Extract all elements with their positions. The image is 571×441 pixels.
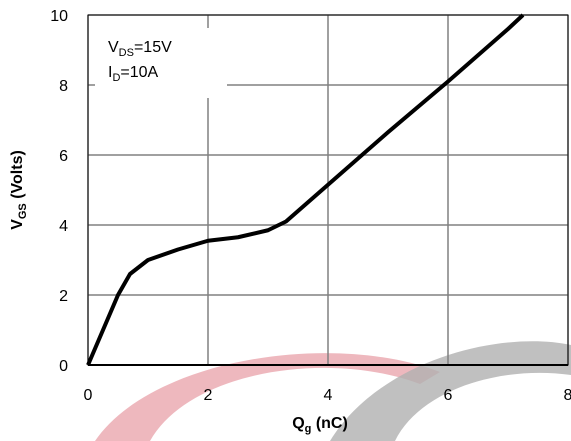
annotation-sub: D [112,72,120,84]
x-tick-label: 4 [324,387,333,404]
grid [87,14,569,366]
annotation: VDS=15V ID=10A [108,39,172,84]
y-tick-label: 6 [59,148,68,165]
annotation-box [95,28,227,98]
y-axis-label: VGS (Volts) [9,150,29,230]
annotation-text: ID=10A [108,64,159,84]
annotation-text: VDS=15V [108,39,172,59]
data-line [86,13,525,366]
label-part: V [9,219,26,230]
x-axis-label: Qg (nC) [292,415,348,435]
watermark [330,341,571,441]
y-tick-label: 2 [59,288,68,305]
annotation-part: I [108,64,112,81]
y-tick-label: 4 [59,218,68,235]
label-sub: g [305,423,312,435]
label-part: Q [292,415,304,432]
y-tick-label: 0 [59,358,68,375]
annotation-part: =15V [134,39,172,56]
plot [86,13,525,366]
annotation-part: V [108,39,119,56]
label-sub: GS [17,203,29,219]
x-tick-label: 6 [444,387,453,404]
annotation-part: =10A [120,64,158,81]
annotation-sub: DS [119,47,134,59]
x-tick-label: 0 [84,387,93,404]
label-part: (Volts) [9,150,26,203]
y-tick-label: 8 [59,78,68,95]
label-part: (nC) [311,415,347,432]
y-tick-label: 10 [50,8,68,25]
x-tick-label: 8 [564,387,571,404]
watermark [95,353,440,441]
x-tick-label: 2 [204,387,213,404]
